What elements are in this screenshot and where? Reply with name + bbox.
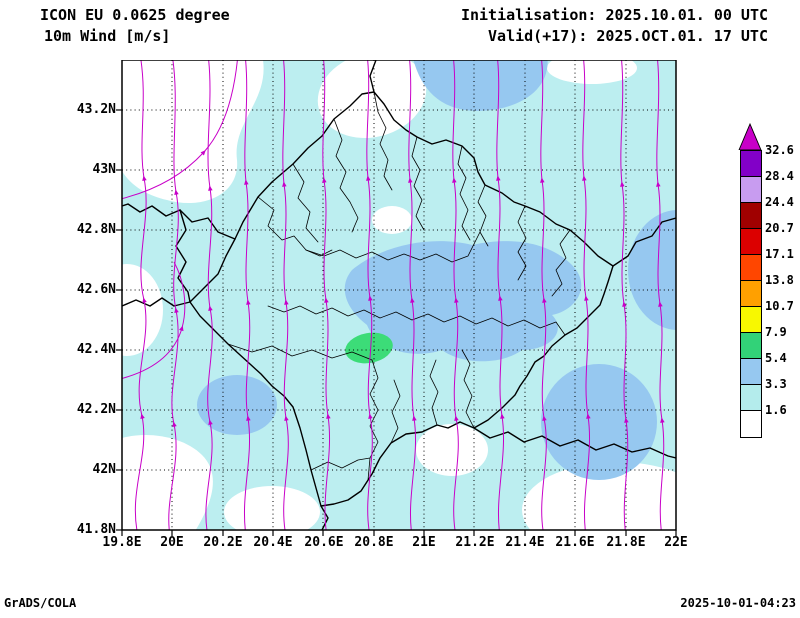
- colorbar-label: 1.6: [765, 403, 787, 417]
- colorbar-label: 10.7: [765, 299, 794, 313]
- x-tick-label: 20E: [160, 535, 184, 550]
- valid-time-label: Valid(+17): 2025.OCT.01. 17 UTC: [488, 27, 768, 45]
- x-tick-label: 20.4E: [253, 535, 293, 550]
- y-tick-label: 42.2N: [76, 402, 116, 417]
- render-timestamp: 2025-10-01-04:23: [680, 596, 796, 610]
- colorbar-segment: [741, 359, 761, 385]
- x-tick-label: 21E: [412, 535, 436, 550]
- colorbar-label: 24.4: [765, 195, 794, 209]
- x-tick-label: 19.8E: [102, 535, 142, 550]
- colorbar-arrow-shape: [738, 122, 762, 150]
- map-plot: [116, 60, 677, 536]
- x-tick-label: 22E: [664, 535, 688, 550]
- colorbar-segment: [741, 151, 761, 177]
- colorbar-segment: [741, 203, 761, 229]
- colorbar-label: 7.9: [765, 325, 787, 339]
- initialisation-label: Initialisation: 2025.10.01. 00 UTC: [460, 6, 768, 24]
- x-tick-label: 21.4E: [505, 535, 545, 550]
- x-tick-label: 20.6E: [304, 535, 344, 550]
- plot-frame: [121, 60, 677, 531]
- x-tick-label: 21.2E: [455, 535, 495, 550]
- colorbar-label: 28.4: [765, 169, 794, 183]
- colorbar: [740, 150, 762, 438]
- x-tick-label: 20.8E: [354, 535, 394, 550]
- y-tick-label: 41.8N: [76, 522, 116, 537]
- colorbar-segment: [741, 307, 761, 333]
- colorbar-segment: [741, 229, 761, 255]
- colorbar-segment: [741, 177, 761, 203]
- colorbar-label: 5.4: [765, 351, 787, 365]
- y-tick-label: 42.8N: [76, 222, 116, 237]
- y-tick-label: 43.2N: [76, 102, 116, 117]
- colorbar-label: 20.7: [765, 221, 794, 235]
- colorbar-segment: [741, 281, 761, 307]
- colorbar-label: 3.3: [765, 377, 787, 391]
- y-tick-label: 42N: [92, 462, 116, 477]
- colorbar-segment: [741, 385, 761, 411]
- colorbar-label: 13.8: [765, 273, 794, 287]
- colorbar-label: 17.1: [765, 247, 794, 261]
- colorbar-segment: [741, 333, 761, 359]
- colorbar-segment: [741, 411, 761, 437]
- y-tick-label: 42.4N: [76, 342, 116, 357]
- y-tick-label: 42.6N: [76, 282, 116, 297]
- x-tick-label: 21.6E: [555, 535, 595, 550]
- y-tick-label: 43N: [92, 162, 116, 177]
- x-tick-label: 20.2E: [203, 535, 243, 550]
- x-tick-label: 21.8E: [606, 535, 646, 550]
- wind-streamlines: [122, 60, 665, 530]
- colorbar-segment: [741, 255, 761, 281]
- model-title: ICON EU 0.0625 degree: [40, 6, 230, 24]
- colorbar-label: 32.6: [765, 143, 794, 157]
- grads-credit: GrADS/COLA: [4, 596, 77, 610]
- colorbar-arrow: [738, 122, 762, 150]
- wind-speed-shading: [122, 60, 676, 530]
- axis-ticks: [116, 109, 677, 536]
- variable-title: 10m Wind [m/s]: [44, 27, 171, 45]
